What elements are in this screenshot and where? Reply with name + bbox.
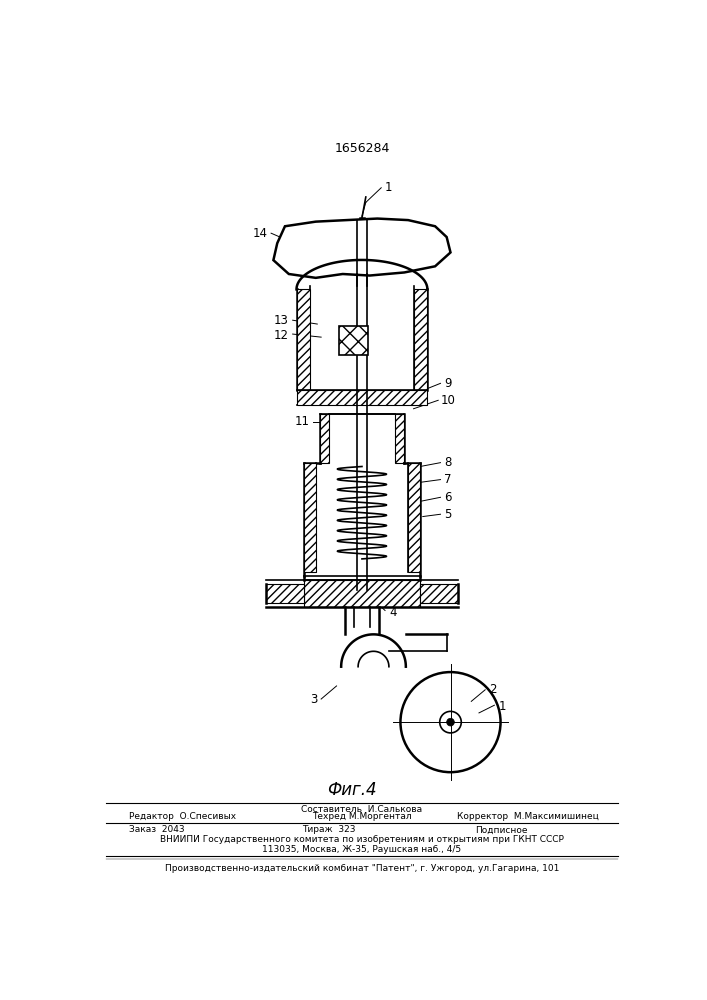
Text: Редактор  О.Спесивых: Редактор О.Спесивых <box>129 812 235 821</box>
Text: 8: 8 <box>444 456 452 469</box>
Bar <box>395 414 404 463</box>
Bar <box>304 463 316 572</box>
Text: 3: 3 <box>310 693 317 706</box>
Polygon shape <box>274 219 450 278</box>
Bar <box>304 580 420 607</box>
Bar <box>420 584 458 603</box>
Text: 1656284: 1656284 <box>334 142 390 155</box>
Bar <box>320 414 329 463</box>
Text: Тираж  323: Тираж 323 <box>302 825 356 834</box>
Text: 11: 11 <box>295 415 310 428</box>
Bar <box>414 289 428 389</box>
Circle shape <box>447 718 455 726</box>
Bar <box>296 389 428 405</box>
Text: 113035, Москва, Ж-35, Раушская наб., 4/5: 113035, Москва, Ж-35, Раушская наб., 4/5 <box>262 845 462 854</box>
Text: 10: 10 <box>440 394 455 407</box>
Text: 13: 13 <box>274 314 288 327</box>
Text: 4: 4 <box>389 606 397 619</box>
Text: Заказ  2043: Заказ 2043 <box>129 825 185 834</box>
Bar <box>266 584 304 603</box>
Text: Подписное: Подписное <box>475 825 527 834</box>
Bar <box>304 580 420 607</box>
Bar <box>414 289 428 389</box>
Text: 1: 1 <box>385 181 392 194</box>
Text: 12: 12 <box>274 329 288 342</box>
Bar <box>395 414 404 463</box>
Text: 14: 14 <box>252 227 267 240</box>
Bar <box>296 289 310 389</box>
Text: 5: 5 <box>444 508 452 521</box>
Text: Производственно-издательский комбинат "Патент", г. Ужгород, ул.Гагарина, 101: Производственно-издательский комбинат "П… <box>165 864 559 873</box>
Text: Техред М.Моргентал: Техред М.Моргентал <box>312 812 411 821</box>
Bar <box>339 326 368 355</box>
Text: 9: 9 <box>444 377 452 390</box>
Bar <box>304 463 316 572</box>
Text: Фиг.4: Фиг.4 <box>327 781 377 799</box>
Bar <box>296 289 310 389</box>
Bar <box>320 414 329 463</box>
Text: 1: 1 <box>498 700 506 713</box>
Bar <box>408 463 420 572</box>
Text: ВНИИПИ Государственного комитета по изобретениям и открытиям при ГКНТ СССР: ВНИИПИ Государственного комитета по изоб… <box>160 835 564 844</box>
Bar <box>296 389 428 405</box>
Text: Составитель  И.Салькова: Составитель И.Салькова <box>301 805 423 814</box>
Bar <box>408 463 420 572</box>
Text: Корректор  М.Максимишинец: Корректор М.Максимишинец <box>457 812 598 821</box>
Text: 7: 7 <box>444 473 452 486</box>
Circle shape <box>400 672 501 772</box>
Text: 2: 2 <box>489 683 496 696</box>
Bar <box>266 584 304 603</box>
Bar <box>339 326 368 355</box>
Bar <box>420 584 458 603</box>
Text: 6: 6 <box>444 491 452 504</box>
Circle shape <box>440 711 461 733</box>
